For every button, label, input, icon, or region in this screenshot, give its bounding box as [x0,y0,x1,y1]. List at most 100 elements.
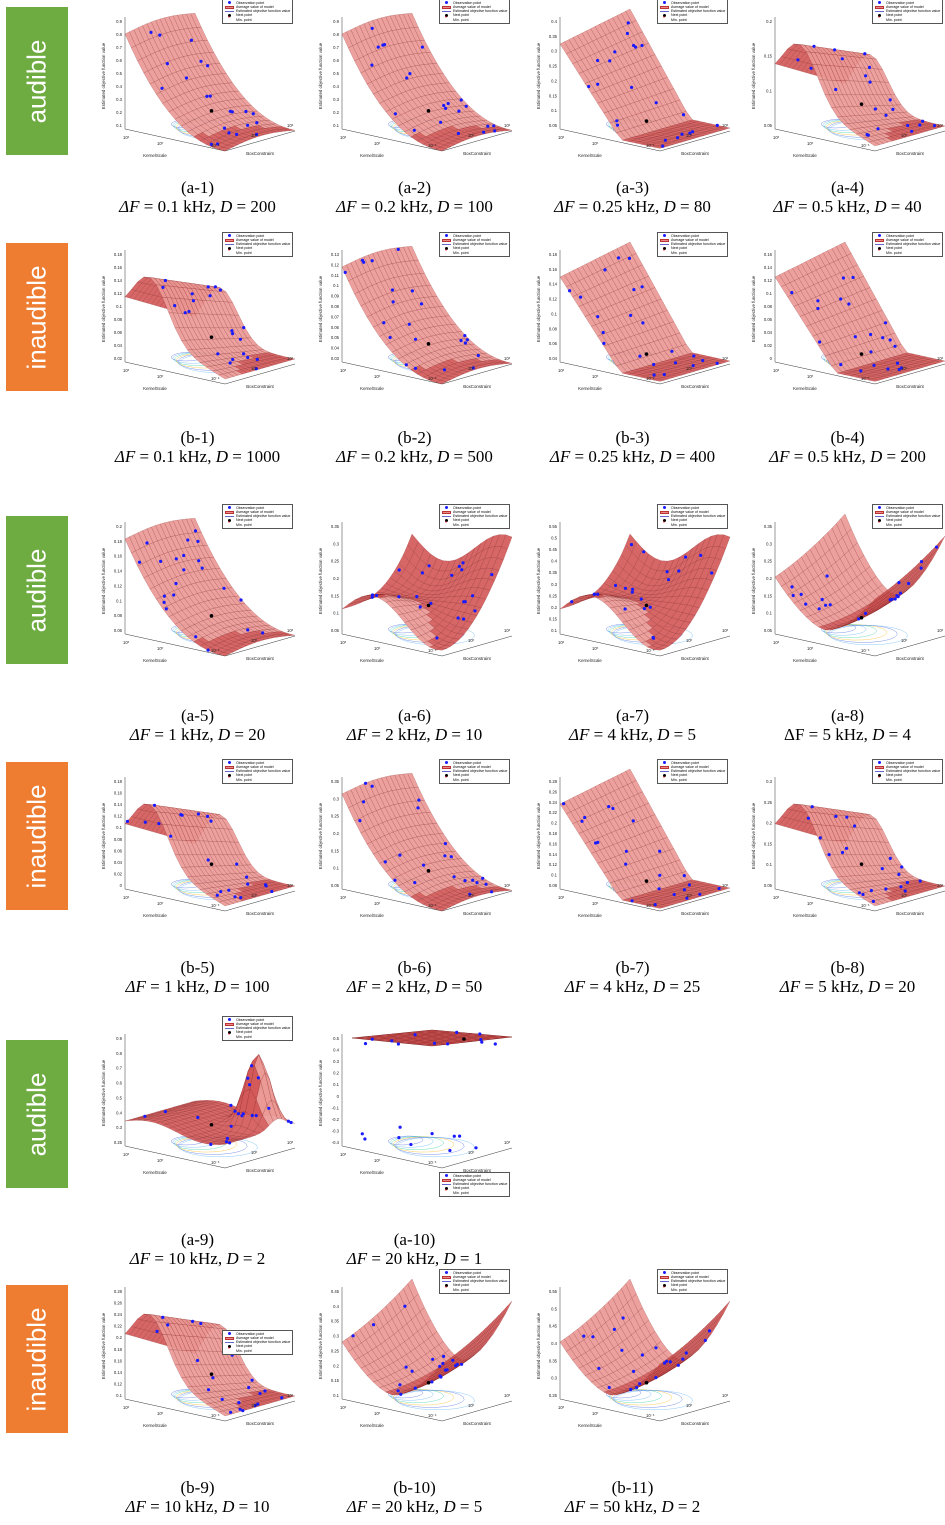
next-point [426,603,431,608]
observation-point [658,873,662,877]
observation-point [463,879,467,883]
observation-point [219,890,223,894]
legend-text: Estimated objective function value [236,769,291,774]
observation-point [408,72,412,76]
legend-text: Estimated objective function value [886,242,941,247]
box-axis-label: BoxConstraint [896,656,924,661]
legend-text: Min. point [453,777,469,782]
legend-entry-estimated: Estimated objective function value [225,9,290,13]
z-tick-label: 0.3 [333,541,339,546]
legend-entry-observation: Observation point [442,234,507,238]
legend-entry-estimated: Estimated objective function value [660,769,725,773]
mesh-cell [868,595,880,606]
box-tick-label: 10⁰ [686,638,693,643]
next-point [859,352,864,356]
legend-entry-min: Min. point [875,522,940,527]
kernel-tick-label: 10³ [123,368,130,373]
observation-point [691,130,695,134]
kernel-tick-label: 10⁰ [374,141,381,146]
kernel-tick-label: 10⁰ [374,374,381,379]
legend-symbol [442,234,451,238]
observation-point [239,896,243,900]
kernel-tick-label: 10³ [773,640,780,645]
panel-label: (b-7) [615,958,650,977]
caption-a-1: (a-1) ΔF = 0.1 kHz, D = 200 [75,178,320,216]
observation-point [255,132,259,137]
z-tick-label: 0.1 [551,628,557,633]
legend-symbol [875,1,884,5]
d-value: 5 [687,725,696,744]
legend-text: Next point [886,13,903,18]
observation-point [456,131,460,136]
mesh-cell [435,147,447,152]
base-axis-lines [774,888,945,912]
observation-point [161,285,165,289]
legend-symbol [660,250,669,254]
observation-point [397,568,401,572]
row-label-audible: audible [6,1040,68,1188]
z-tick-label: 0.1 [766,611,772,616]
caption-b-2: (b-2) ΔF = 0.2 kHz, D = 500 [292,428,537,466]
legend-symbol [442,238,451,242]
box-tick-label: 10⁻³ [646,376,655,381]
observation-point [215,893,219,897]
mesh-cell [435,380,447,385]
observation-point [602,341,606,345]
observation-point [596,82,600,86]
legend-symbol [225,515,234,518]
observation-point [184,76,189,80]
observation-point [663,138,667,142]
z-tick-label: 0.7 [333,45,339,50]
next-point [209,335,214,339]
legend-symbol [225,243,234,246]
observation-point [888,98,892,102]
z-tick-label: 0.35 [764,524,773,529]
z-axis-label: Estimated objective function value [318,547,323,614]
legend-symbol [875,506,884,510]
kernel-axis-label: KernelScale [793,153,817,158]
legend-symbol [225,777,234,781]
observation-point [816,306,820,311]
observation-point [684,555,688,559]
caption-a-5: (a-5) ΔF = 1 kHz, D = 20 [75,706,320,744]
observation-point [580,819,584,823]
legend-symbol [875,10,884,13]
legend-text: Min. point [236,17,252,22]
observation-point [158,33,162,37]
observation-point [242,352,246,356]
observation-point [624,849,628,853]
z-tick-label: 0.3 [333,796,339,801]
z-tick-label: 0.06 [331,325,340,330]
box-tick-label: 10⁰ [901,133,908,138]
observation-point [216,142,220,146]
legend-text: Average value of model [671,510,709,514]
observation-point [883,321,888,325]
kernel-tick-label: 10⁰ [592,141,599,146]
legend-entry-observation: Observation point [442,506,507,510]
z-tick-label: 0.1 [333,866,339,871]
box-tick-label: 10⁰ [686,893,693,898]
observation-point [476,353,480,358]
kernel-tick-label: 10⁰ [592,374,599,379]
observation-point [717,886,721,891]
legend-text: Min. point [453,250,469,255]
kernel-tick-label: 10³ [340,640,347,645]
z-tick-label: 0.3 [551,582,557,587]
observation-point [405,76,409,80]
panel-label: (a-8) [830,706,865,725]
legend-symbol [442,777,451,781]
observation-point [343,270,347,274]
z-tick-label: 0.35 [549,570,558,575]
d-value: 200 [900,447,926,466]
chart-panel-a-5: 0.2 0.18 0.16 0.14 0.12 0.1 0.08 0.06 Estimated … [95,504,300,680]
chart-legend: Observation point Average value of model E… [872,0,944,24]
legend-entry-observation: Observation point [660,761,725,765]
legend-symbol [875,238,884,242]
z-tick-label: 0.11 [331,273,340,278]
observation-point [592,592,596,596]
chart-panel-a-4: 0.2 0.15 0.1 0.05 Estimated objective functi… [745,0,945,175]
box-tick-label: 10⁰ [468,366,475,371]
delta-f-value: 0.2 [374,447,396,466]
z-tick-label: 0.2 [766,821,772,826]
